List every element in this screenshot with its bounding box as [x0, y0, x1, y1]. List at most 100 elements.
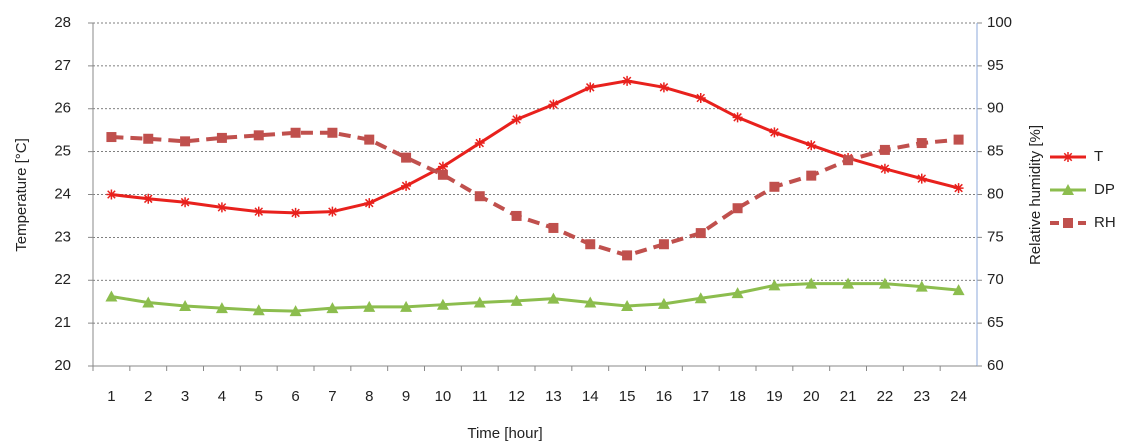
- point: [731, 287, 744, 299]
- point: [658, 239, 669, 250]
- point: [216, 202, 227, 213]
- point: [916, 173, 927, 184]
- y-tick-label: 21: [54, 314, 71, 331]
- point: [179, 299, 192, 311]
- x-tick-label: 20: [803, 388, 820, 405]
- point: [290, 207, 301, 218]
- x-tick-label: 1: [107, 388, 115, 405]
- point: [252, 304, 265, 316]
- point: [180, 197, 191, 208]
- point: [622, 75, 633, 86]
- point: [363, 300, 376, 312]
- point: [548, 99, 559, 110]
- point: [879, 144, 890, 155]
- point: [842, 277, 855, 289]
- y2-tick-label: 75: [987, 228, 1004, 245]
- x-tick-label: 11: [472, 388, 488, 405]
- point: [364, 198, 375, 209]
- point: [585, 82, 596, 93]
- point: [105, 290, 118, 302]
- x-tick-label: 7: [328, 388, 336, 405]
- point: [622, 250, 633, 261]
- point: [769, 127, 780, 138]
- x-tick-label: 17: [692, 388, 709, 405]
- point: [400, 300, 413, 312]
- point: [547, 292, 560, 304]
- point: [143, 193, 154, 204]
- x-tick-label: 23: [913, 388, 930, 405]
- y-tick-label: 20: [54, 357, 71, 374]
- point: [215, 302, 228, 314]
- point: [253, 130, 264, 141]
- legend-marker: [1063, 152, 1073, 162]
- x-tick-label: 14: [582, 388, 599, 405]
- series-line: [111, 282, 959, 313]
- point: [106, 132, 117, 143]
- y2-tick-label: 80: [987, 185, 1004, 202]
- point: [327, 206, 338, 217]
- point: [180, 136, 191, 147]
- x-tick-label: 6: [291, 388, 299, 405]
- y-tick-label: 22: [54, 271, 71, 288]
- point: [694, 292, 707, 304]
- x-tick-label: 3: [181, 388, 189, 405]
- x-tick-label: 16: [656, 388, 673, 405]
- point: [916, 138, 927, 149]
- point: [878, 277, 891, 289]
- point: [401, 180, 412, 191]
- point: [915, 280, 928, 292]
- point: [290, 127, 301, 138]
- y2-tick-label: 60: [987, 357, 1004, 374]
- y-tick-label: 24: [54, 185, 71, 202]
- x-tick-label: 19: [766, 388, 783, 405]
- point: [952, 284, 965, 296]
- y-axis-label: Temperature [°C]: [13, 138, 30, 252]
- point: [879, 163, 890, 174]
- x-tick-label: 9: [402, 388, 410, 405]
- point: [289, 305, 302, 317]
- point: [437, 161, 448, 172]
- x-tick-label: 22: [877, 388, 894, 405]
- point: [510, 294, 523, 306]
- series-line: [111, 130, 959, 258]
- x-tick-label: 15: [619, 388, 636, 405]
- x-tick-label: 21: [840, 388, 857, 405]
- point: [253, 206, 264, 217]
- point: [695, 93, 706, 104]
- y2-tick-label: 95: [987, 57, 1004, 74]
- point: [216, 132, 227, 143]
- point: [511, 114, 522, 125]
- y2-tick-label: 70: [987, 271, 1004, 288]
- point: [326, 302, 339, 314]
- y2-axis-label: Relative humidity [%]: [1027, 125, 1044, 265]
- point: [436, 298, 449, 310]
- point: [143, 133, 154, 144]
- legend-label: T: [1094, 148, 1103, 165]
- point: [843, 155, 854, 166]
- point: [658, 82, 669, 93]
- x-tick-label: 13: [545, 388, 562, 405]
- y2-tick-label: 85: [987, 143, 1004, 160]
- point: [548, 222, 559, 233]
- point: [621, 299, 634, 311]
- point: [806, 140, 817, 151]
- x-tick-label: 10: [435, 388, 452, 405]
- point: [953, 183, 964, 194]
- y-tick-label: 23: [54, 228, 71, 245]
- x-axis-label: Time [hour]: [467, 425, 542, 442]
- y-tick-label: 27: [54, 57, 71, 74]
- point: [806, 170, 817, 181]
- point: [695, 228, 706, 239]
- legend-label: DP: [1094, 181, 1115, 198]
- legend-label: RH: [1094, 214, 1116, 231]
- x-tick-label: 18: [729, 388, 746, 405]
- y-tick-label: 28: [54, 14, 71, 31]
- x-tick-label: 5: [255, 388, 263, 405]
- point: [327, 127, 338, 138]
- point: [474, 191, 485, 202]
- y2-tick-label: 65: [987, 314, 1004, 331]
- point: [585, 239, 596, 250]
- point: [364, 134, 375, 145]
- point: [732, 203, 743, 214]
- point: [805, 277, 818, 289]
